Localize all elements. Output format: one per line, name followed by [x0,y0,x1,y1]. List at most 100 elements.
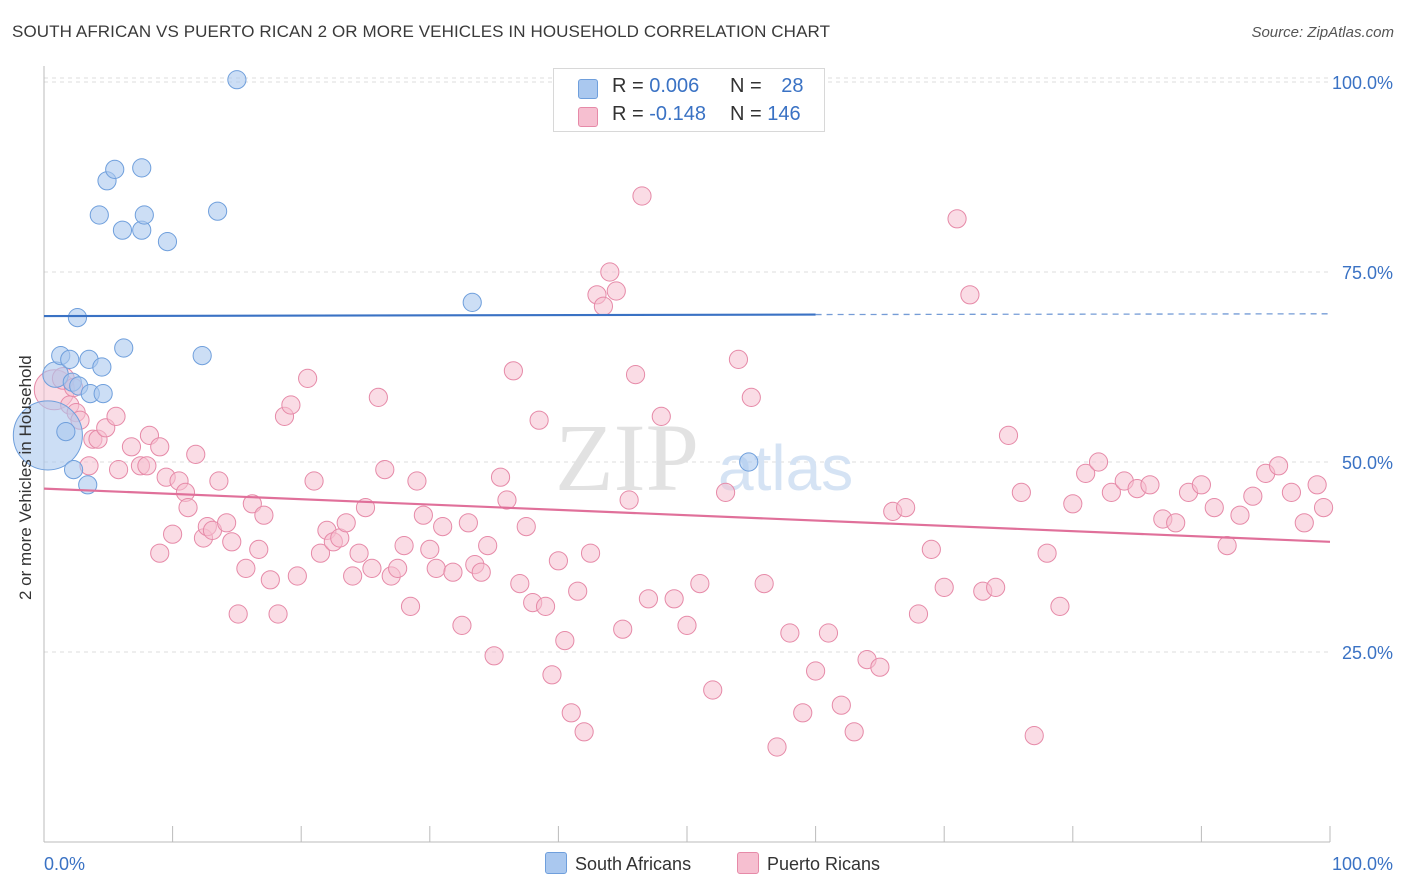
data-point-south-african [739,452,759,472]
data-point-puerto-rican [108,460,129,480]
n-value: 28 [781,75,804,97]
data-point-puerto-rican [690,574,710,594]
data-point-puerto-rican [870,657,890,677]
data-point-puerto-rican [535,596,556,616]
data-point-puerto-rican [1243,486,1263,506]
data-point-puerto-rican [1313,498,1334,518]
data-point-puerto-rican [1011,482,1031,502]
south-africans-points [12,70,759,495]
data-point-puerto-rican [1307,475,1327,495]
data-point-puerto-rican [471,562,491,582]
data-point-puerto-rican [413,505,433,525]
data-point-puerto-rican [516,517,536,537]
legend-swatch-pink [578,107,598,127]
trendlines [43,313,1331,543]
data-point-south-african [462,292,482,312]
data-point-puerto-rican [632,186,652,206]
data-point-puerto-rican [1037,543,1057,563]
legend-item-south-africans[interactable]: South Africans [545,852,691,875]
data-point-puerto-rican [281,395,301,415]
data-point-puerto-rican [638,589,659,609]
r-label: R = [612,75,650,97]
data-point-puerto-rican [217,513,237,533]
tick-labels: 25.0% 50.0% 75.0% 100.0% 0.0% 100.0% [44,73,1393,874]
data-point-puerto-rican [150,543,170,563]
data-point-puerto-rican [844,722,864,742]
data-point-puerto-rican [260,570,280,590]
data-point-puerto-rican [1166,513,1186,533]
data-point-puerto-rican [1101,482,1121,502]
data-point-south-african [60,349,80,369]
data-point-puerto-rican [754,574,774,594]
data-point-puerto-rican [593,296,614,316]
data-point-puerto-rican [163,524,183,544]
watermark: ZIP atlas [555,404,853,511]
data-point-south-african [93,384,113,404]
trendline-south-africans-extension [815,313,1331,316]
data-point-puerto-rican [1191,475,1211,495]
data-point-puerto-rican [426,558,446,578]
puerto-ricans-points [33,186,1334,757]
data-point-puerto-rican [555,631,575,651]
y-axis-label: 2 or more Vehicles in Household [16,355,35,600]
data-point-puerto-rican [443,562,463,582]
data-point-south-african [12,400,83,471]
data-point-puerto-rican [236,558,256,578]
data-point-puerto-rican [1088,452,1109,472]
data-point-puerto-rican [510,574,530,594]
data-point-puerto-rican [484,646,504,666]
data-point-puerto-rican [896,498,916,518]
x-tick-label: 0.0% [44,854,85,874]
chart-title: SOUTH AFRICAN VS PUERTO RICAN 2 OR MORE … [12,22,831,41]
data-point-puerto-rican [1204,498,1224,518]
data-point-puerto-rican [561,703,581,723]
data-point-south-african [192,346,212,366]
data-point-south-african [112,220,133,240]
data-point-puerto-rican [452,615,472,635]
data-point-puerto-rican [349,543,369,563]
data-point-puerto-rican [106,406,126,426]
data-point-puerto-rican [150,437,170,457]
data-point-puerto-rican [209,471,229,491]
data-point-puerto-rican [1050,596,1070,616]
legend-swatch-pink [737,852,759,874]
data-point-puerto-rican [1281,482,1302,502]
data-point-puerto-rican [268,604,288,624]
data-point-puerto-rican [677,615,697,635]
r-value: 0.006 [649,75,700,97]
data-point-puerto-rican [651,406,671,426]
r-label: R = [612,103,650,125]
n-label: N = [730,75,768,97]
data-point-puerto-rican [137,456,157,476]
legend-swatch-blue [545,852,567,874]
data-point-puerto-rican [921,539,941,559]
n-value: 146 [767,103,801,125]
data-point-south-african [157,232,178,252]
data-point-puerto-rican [121,437,142,457]
data-point-puerto-rican [503,361,523,381]
data-point-puerto-rican [1217,536,1237,556]
data-point-puerto-rican [249,539,269,559]
data-point-south-african [63,460,84,480]
legend-label: Puerto Ricans [767,854,881,874]
data-point-puerto-rican [934,577,954,597]
data-point-south-african [208,201,228,221]
data-point-puerto-rican [310,543,331,563]
x-tick-label: 100.0% [1332,854,1393,874]
data-point-puerto-rican [960,285,980,305]
data-point-puerto-rican [580,543,601,563]
data-point-puerto-rican [998,425,1019,445]
data-point-puerto-rican [388,558,408,578]
source-credit: Source: ZipAtlas.com [1251,24,1394,41]
data-point-puerto-rican [490,467,511,487]
data-point-puerto-rican [375,460,395,480]
data-point-puerto-rican [986,577,1006,597]
data-point-puerto-rican [407,471,427,491]
stats-row-south-africans: R = 0.006 N = 28 [554,73,824,101]
data-point-puerto-rican [178,498,198,518]
legend-item-puerto-ricans[interactable]: Puerto Ricans [737,852,880,875]
data-point-south-african [134,205,154,225]
data-point-puerto-rican [780,623,800,643]
data-point-puerto-rican [362,558,382,578]
